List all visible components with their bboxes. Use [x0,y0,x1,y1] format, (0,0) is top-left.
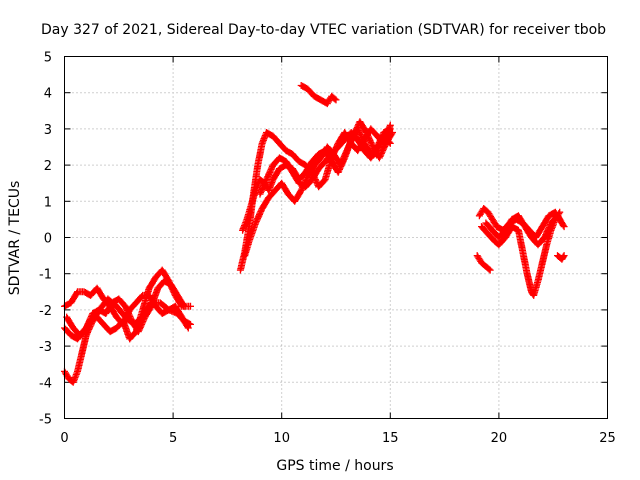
series-segment-2d [256,129,394,198]
y-tick-label: 5 [44,51,52,66]
series-segment-3d [482,212,568,249]
y-tick-label: -4 [39,376,52,391]
series-segment-3e [554,252,568,263]
plot-frame [64,56,608,419]
x-tick-labels: 0 5 10 15 20 25 [60,431,615,446]
x-tick-label: 15 [382,431,399,446]
y-tick-label: 1 [44,195,52,210]
data-point-marks [478,208,564,299]
y-tick-label: 3 [44,123,52,138]
data-points [61,82,568,386]
y-tick-label: -1 [39,268,52,283]
y-tick-label: -5 [39,413,52,428]
series-segment-2e [297,82,340,108]
grid-lines [64,56,608,419]
y-tick-label: 0 [44,232,52,247]
data-point-marks [482,212,568,249]
data-point-marks [297,82,340,108]
x-tick-label: 5 [169,431,177,446]
y-tick-labels: -5 -4 -3 -2 -1 0 1 2 3 4 5 [39,51,52,428]
x-tick-label: 20 [491,431,508,446]
series-segment-3a [473,252,494,274]
series-segment-3c [478,208,564,299]
chart-title: Day 327 of 2021, Sidereal Day-to-day VTE… [41,22,606,38]
axis-ticks [64,56,608,419]
series-segment-1d [63,277,188,339]
y-tick-label: -3 [39,340,52,355]
y-tick-label: 4 [44,87,52,102]
data-point-marks [63,277,188,339]
data-point-marks [473,252,494,274]
y-axis-title: SDTVAR / TECUs [7,181,23,296]
data-point-marks [256,129,394,198]
x-tick-label: 0 [60,431,68,446]
y-tick-label: 2 [44,159,52,174]
x-tick-label: 25 [599,431,616,446]
data-point-marks [554,252,568,263]
x-tick-label: 10 [273,431,290,446]
y-tick-label: -2 [39,304,52,319]
x-axis-title: GPS time / hours [276,458,393,474]
